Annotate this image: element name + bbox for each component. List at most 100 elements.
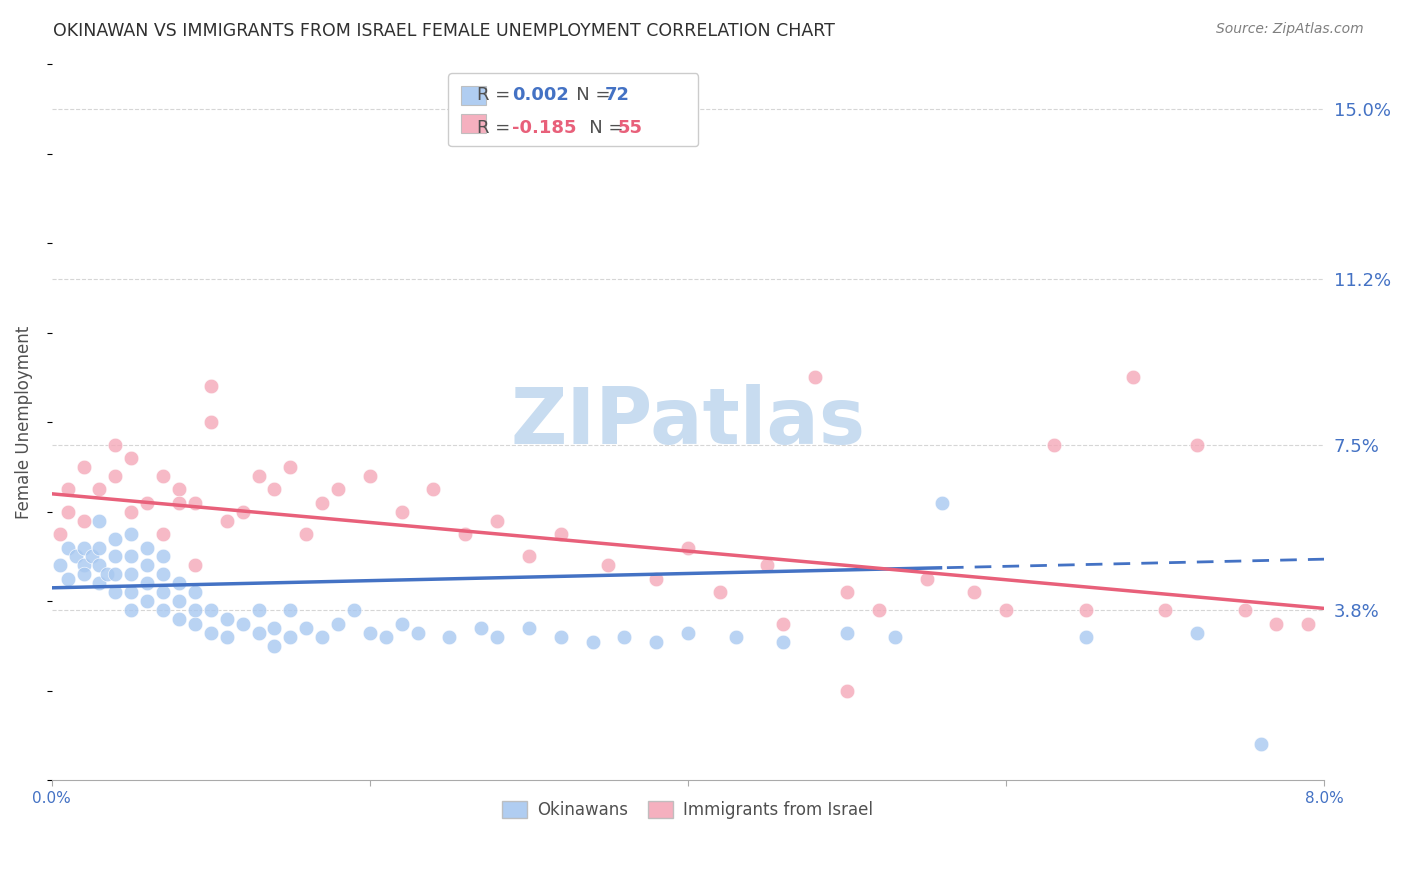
Point [48, 527, 70, 541]
Point [517, 621, 540, 635]
Point [343, 603, 366, 617]
Point [486, 514, 509, 528]
Point [295, 527, 318, 541]
Point [391, 505, 413, 519]
Point [645, 572, 668, 586]
Point [772, 616, 794, 631]
Point [247, 625, 270, 640]
Point [1250, 738, 1272, 752]
Point [1233, 603, 1256, 617]
Point [232, 505, 254, 519]
Point [613, 630, 636, 644]
Point [311, 630, 333, 644]
Point [645, 634, 668, 648]
Point [247, 469, 270, 483]
Point [311, 496, 333, 510]
Point [184, 616, 207, 631]
Point [200, 603, 222, 617]
Point [1265, 616, 1288, 631]
Point [1042, 437, 1064, 451]
Point [136, 541, 159, 555]
Point [406, 625, 429, 640]
Point [359, 469, 381, 483]
Point [598, 558, 620, 573]
Point [1296, 616, 1319, 631]
Point [120, 567, 142, 582]
Point [72, 558, 94, 573]
Point [152, 469, 174, 483]
Point [391, 616, 413, 631]
Point [550, 630, 572, 644]
Point [215, 612, 238, 626]
Point [835, 683, 858, 698]
Point [709, 585, 731, 599]
Point [104, 567, 127, 582]
Point [167, 594, 190, 608]
Point [167, 483, 190, 497]
Point [136, 594, 159, 608]
Point [756, 558, 779, 573]
Legend: Okinawans, Immigrants from Israel: Okinawans, Immigrants from Israel [496, 794, 880, 826]
Point [486, 630, 509, 644]
Point [1074, 603, 1097, 617]
Point [804, 370, 827, 384]
Point [72, 567, 94, 582]
Point [120, 603, 142, 617]
Point [65, 549, 87, 564]
Point [200, 415, 222, 429]
Point [772, 634, 794, 648]
Point [120, 549, 142, 564]
Point [676, 541, 699, 555]
Point [89, 514, 111, 528]
Point [152, 603, 174, 617]
Point [152, 567, 174, 582]
Point [439, 630, 461, 644]
Point [1185, 437, 1208, 451]
Point [72, 459, 94, 474]
Point [104, 549, 127, 564]
Point [136, 576, 159, 591]
Point [184, 496, 207, 510]
Text: 72: 72 [605, 86, 630, 103]
Point [868, 603, 890, 617]
Point [1122, 370, 1144, 384]
Text: -0.185: -0.185 [512, 120, 576, 137]
Y-axis label: Female Unemployment: Female Unemployment [15, 326, 32, 519]
Point [200, 625, 222, 640]
Point [56, 483, 79, 497]
Point [915, 572, 938, 586]
Point [835, 625, 858, 640]
Point [136, 496, 159, 510]
Point [56, 572, 79, 586]
Point [120, 505, 142, 519]
Point [454, 527, 477, 541]
Point [326, 616, 349, 631]
Point [215, 630, 238, 644]
Point [120, 527, 142, 541]
Point [104, 437, 127, 451]
Point [374, 630, 396, 644]
Point [295, 621, 318, 635]
Point [470, 621, 492, 635]
Point [581, 634, 603, 648]
Point [724, 630, 747, 644]
Point [963, 585, 986, 599]
Point [120, 450, 142, 465]
Point [167, 496, 190, 510]
Point [326, 483, 349, 497]
Text: R =: R = [477, 120, 516, 137]
Text: 0.002: 0.002 [512, 86, 569, 103]
Point [89, 558, 111, 573]
Text: ZIPatlas: ZIPatlas [510, 384, 866, 460]
Point [104, 585, 127, 599]
Point [200, 379, 222, 393]
Text: Source: ZipAtlas.com: Source: ZipAtlas.com [1216, 22, 1364, 37]
Point [835, 585, 858, 599]
Point [72, 541, 94, 555]
Text: N =: N = [572, 120, 630, 137]
Point [80, 549, 103, 564]
Point [550, 527, 572, 541]
Point [184, 558, 207, 573]
Point [1185, 625, 1208, 640]
Point [120, 585, 142, 599]
